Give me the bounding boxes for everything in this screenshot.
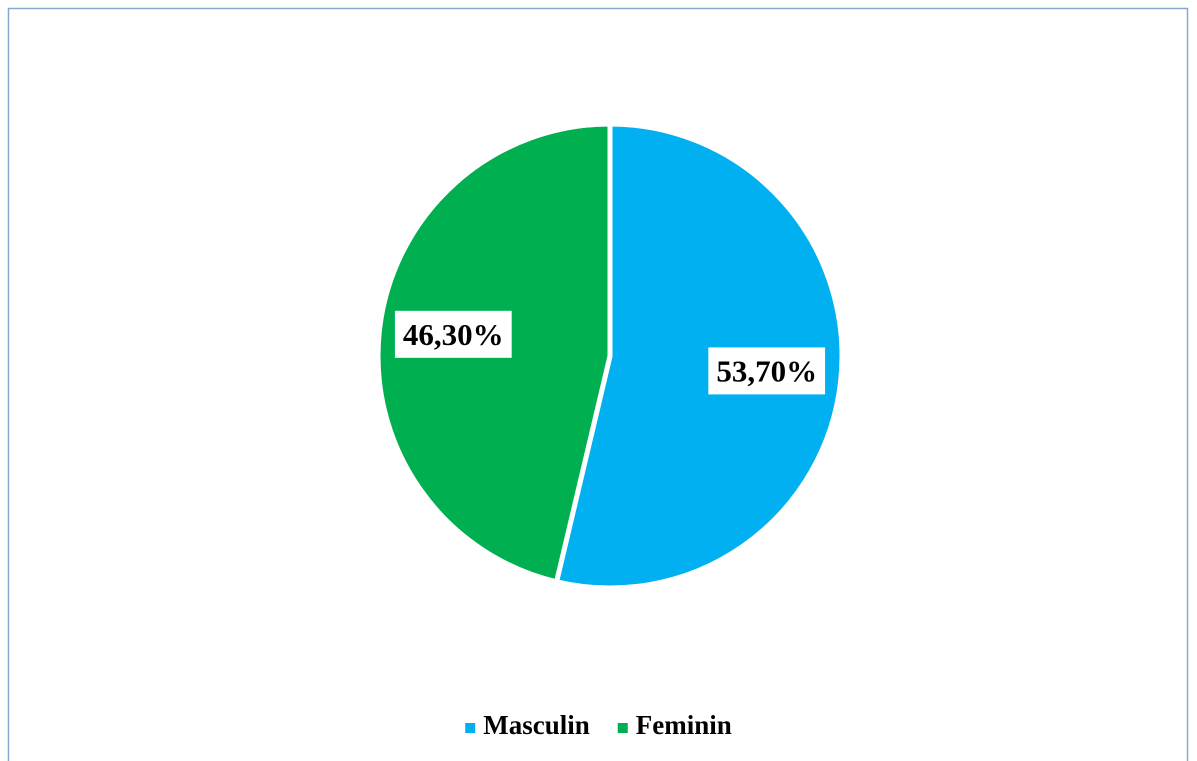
data-label: 53,70%: [716, 353, 817, 388]
data-label: 46,30%: [403, 317, 504, 352]
data-label-box: [394, 310, 512, 358]
legend-label: Feminin: [636, 710, 732, 740]
data-label-box: [708, 347, 826, 395]
legend-marker: [465, 723, 476, 733]
legend-marker: [617, 723, 628, 733]
pie-slice: [553, 121, 845, 591]
legend-label: Masculin: [483, 710, 590, 740]
